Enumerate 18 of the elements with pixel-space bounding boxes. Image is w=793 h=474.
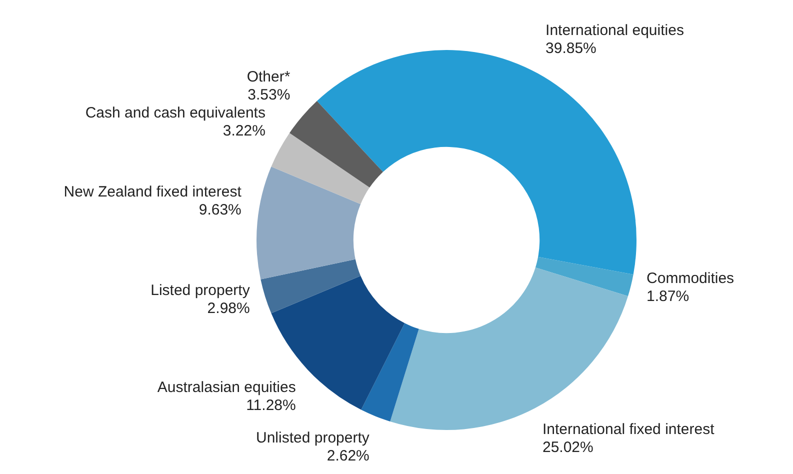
slice-label: Unlisted property (256, 430, 370, 447)
slice-label: International fixed interest (542, 420, 716, 438)
slice-label: Cash and cash equivalents (85, 104, 266, 122)
data-label: 2.62% (326, 448, 370, 465)
data-label: 9.63% (198, 201, 242, 218)
data-label: 25.02% (542, 438, 594, 456)
slice-label: Listed property (150, 282, 250, 300)
data-label: 1.87% (646, 288, 690, 305)
data-label: 39.85% (546, 40, 596, 57)
slice-label: International equities (546, 22, 684, 39)
slice-label: Other* (246, 68, 290, 86)
data-label: 11.28% (246, 397, 296, 414)
slice-label: New Zealand fixed interest (64, 183, 242, 200)
slice-label: Australasian equities (157, 379, 296, 396)
data-label: 3.22% (222, 122, 266, 140)
data-label: 2.98% (207, 300, 250, 318)
data-label: 3.53% (248, 86, 290, 104)
slice-label: Commodities (646, 270, 734, 287)
